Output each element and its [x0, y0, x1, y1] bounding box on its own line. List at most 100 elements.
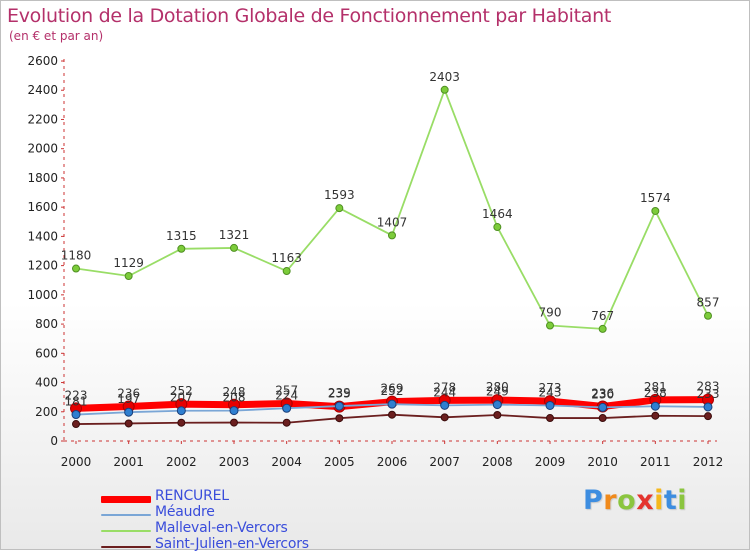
y-tick-label: 1000	[27, 288, 58, 302]
series-line-malleval-en-vercors	[75, 88, 709, 330]
x-tick-label: 2007	[429, 455, 460, 469]
series-layer	[70, 85, 714, 429]
chart-title: Evolution de la Dotation Globale de Fonc…	[7, 5, 612, 27]
data-labels-layer: 223 236 252 248 257 235 269 278 280 273 236 281 283 1…	[61, 70, 720, 409]
data-label: 239	[328, 386, 351, 400]
logo-letter: o	[617, 485, 637, 516]
data-point-saint-julien-en-vercors	[124, 419, 133, 428]
data-label: 248	[223, 385, 246, 399]
x-tick-label: 2004	[271, 455, 302, 469]
data-label: 243	[539, 385, 562, 399]
data-label: 244	[433, 385, 456, 399]
data-point-meaudre	[387, 399, 397, 409]
y-tick-label: 1200	[27, 259, 58, 273]
data-label: 1464	[482, 207, 513, 221]
x-tick-label: 2011	[640, 455, 671, 469]
y-tick-label: 2200	[27, 112, 58, 126]
data-label: 1593	[324, 188, 355, 202]
data-point-meaudre	[492, 400, 502, 410]
data-label: 1315	[166, 229, 197, 243]
data-point-meaudre	[650, 401, 660, 411]
data-point-saint-julien-en-vercors	[282, 418, 291, 427]
data-point-meaudre	[124, 407, 134, 417]
data-label: 249	[486, 385, 509, 399]
data-point-saint-julien-en-vercors	[493, 410, 502, 419]
data-label: 2403	[429, 70, 460, 84]
chart-axes: 0 200 400 600 800 1000 1200 1400 1600 1800 2000 220…	[27, 54, 723, 469]
data-label: 257	[275, 383, 298, 397]
logo-letter: P	[583, 485, 604, 516]
legend-label: Malleval-en-Vercors	[155, 520, 288, 536]
data-point-saint-julien-en-vercors	[546, 414, 554, 423]
x-tick-label: 2010	[587, 455, 618, 469]
y-tick-label: 1400	[27, 229, 58, 243]
data-point-malleval-en-vercors	[493, 223, 502, 232]
data-point-saint-julien-en-vercors	[230, 418, 238, 427]
data-point-malleval-en-vercors	[282, 267, 291, 276]
y-tick-label: 600	[35, 346, 58, 360]
data-label: 1321	[219, 228, 250, 242]
data-label: 1163	[271, 251, 302, 265]
x-tick-label: 2001	[113, 455, 144, 469]
data-label: 236	[117, 387, 140, 401]
logo-letter: r	[603, 485, 618, 516]
data-point-saint-julien-en-vercors	[598, 414, 607, 423]
data-label: 269	[381, 382, 404, 396]
data-point-saint-julien-en-vercors	[72, 420, 80, 429]
data-point-malleval-en-vercors	[335, 204, 344, 213]
logo-letter: i	[654, 485, 664, 516]
y-tick-label: 2400	[27, 83, 58, 97]
data-label: 767	[591, 309, 614, 323]
data-point-malleval-en-vercors	[546, 321, 554, 330]
legend-swatch	[101, 495, 151, 503]
data-label: 252	[170, 384, 193, 398]
y-tick-label: 2600	[27, 54, 58, 68]
data-point-meaudre	[71, 410, 81, 420]
data-point-saint-julien-en-vercors	[704, 412, 712, 421]
data-label: 790	[539, 306, 562, 320]
data-label: 230	[591, 387, 614, 401]
data-point-malleval-en-vercors	[177, 244, 186, 253]
legend-label: Méaudre	[155, 504, 215, 520]
data-label: 283	[697, 380, 720, 394]
proxiti-logo: Proxiti	[583, 485, 687, 516]
data-label: 236	[591, 387, 614, 401]
data-point-malleval-en-vercors	[72, 264, 80, 273]
data-label: 273	[539, 381, 562, 395]
legend-label: Saint-Julien-en-Vercors	[155, 536, 309, 552]
data-point-malleval-en-vercors	[124, 271, 133, 280]
data-label: 207	[170, 391, 193, 405]
data-label: 238	[644, 386, 667, 400]
data-point-meaudre	[282, 403, 292, 413]
x-tick-label: 2002	[166, 455, 197, 469]
data-label: 235	[328, 387, 351, 401]
y-tick-label: 1600	[27, 200, 58, 214]
x-tick-label: 2000	[61, 455, 92, 469]
data-label: 233	[697, 387, 720, 401]
data-point-malleval-en-vercors	[651, 206, 660, 215]
data-label: 224	[275, 388, 298, 402]
data-point-meaudre	[440, 400, 450, 410]
logo-letter: t	[663, 485, 678, 516]
data-point-saint-julien-en-vercors	[388, 410, 396, 419]
data-label: 278	[433, 380, 456, 394]
data-label: 1180	[61, 249, 92, 263]
legend-swatch	[101, 530, 151, 532]
data-point-malleval-en-vercors	[598, 324, 607, 333]
y-tick-label: 1800	[27, 171, 58, 185]
x-tick-label: 2005	[324, 455, 355, 469]
data-point-meaudre	[545, 400, 555, 410]
data-point-meaudre	[176, 406, 186, 416]
y-tick-label: 200	[35, 405, 58, 419]
data-point-meaudre	[703, 402, 713, 412]
logo-letter: i	[677, 485, 688, 516]
data-point-malleval-en-vercors	[230, 243, 238, 252]
data-label: 252	[381, 384, 404, 398]
data-label: 857	[697, 296, 720, 310]
data-point-malleval-en-vercors	[704, 311, 712, 320]
x-tick-label: 2003	[219, 455, 250, 469]
x-tick-label: 2008	[482, 455, 513, 469]
x-tick-label: 2006	[377, 455, 408, 469]
